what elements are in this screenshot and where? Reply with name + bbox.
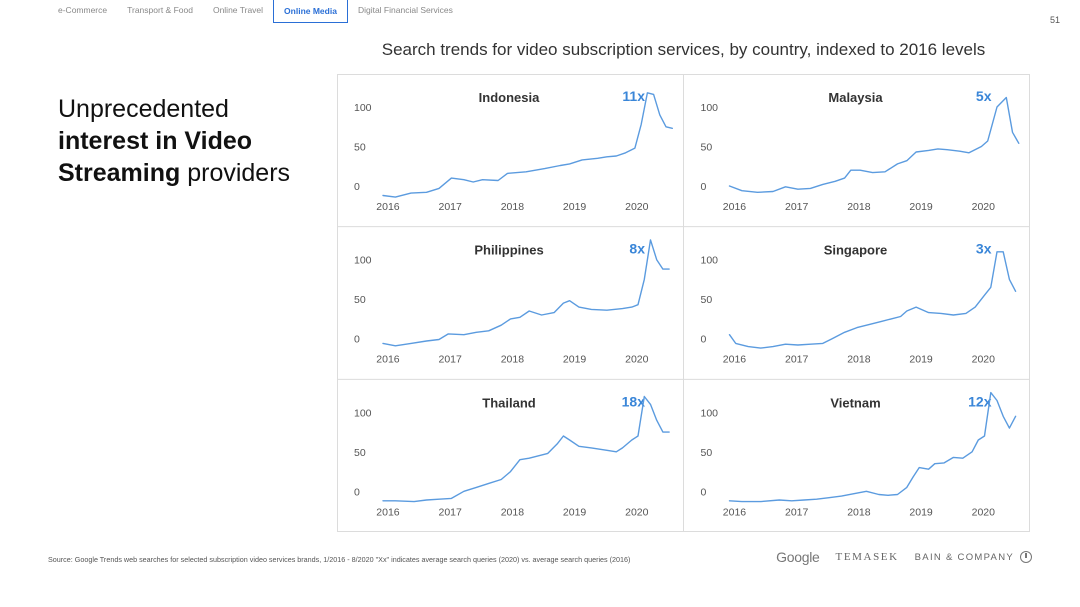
series-line-singapore	[728, 251, 1017, 349]
series-line-thailand	[382, 395, 670, 503]
x-tick-label: 2016	[723, 354, 747, 366]
y-tick-label: 50	[701, 447, 713, 459]
bain-mark-icon	[1020, 551, 1032, 563]
multiplier-label-malaysia: 5x	[976, 88, 992, 104]
nav-tab-online-media[interactable]: Online Media	[273, 0, 348, 23]
x-tick-label: 2019	[563, 506, 587, 518]
x-tick-label: 2016	[723, 201, 747, 213]
x-tick-label: 2018	[847, 506, 871, 518]
y-tick-label: 0	[701, 181, 707, 193]
nav-tab-online-travel[interactable]: Online Travel	[212, 5, 264, 15]
x-tick-label: 2017	[439, 201, 463, 213]
x-tick-label: 2019	[563, 201, 587, 213]
x-tick-label: 2016	[376, 201, 400, 213]
section-nav: e-Commerce Transport & Food Online Trave…	[48, 0, 463, 24]
multiplier-label-vietnam: 12x	[968, 393, 992, 409]
multiplier-label-thailand: 18x	[622, 393, 646, 409]
x-tick-label: 2019	[909, 506, 933, 518]
x-tick-label: 2017	[785, 506, 809, 518]
y-tick-label: 50	[701, 142, 713, 154]
multiplier-label-singapore: 3x	[976, 241, 992, 257]
x-tick-label: 2020	[972, 506, 996, 518]
panel-title-philippines: Philippines	[474, 243, 543, 258]
y-tick-label: 100	[701, 255, 719, 267]
x-tick-label: 2016	[376, 506, 400, 518]
google-logo: Google	[776, 549, 820, 565]
source-note: Source: Google Trends web searches for s…	[48, 555, 631, 564]
headline: Unprecedented interest in Video Streamin…	[58, 93, 328, 189]
panel-thailand: Thailand 18x 0 50 100 2016 2017 2018 2019 2020	[354, 393, 670, 518]
headline-line-3-bold: Streaming	[58, 159, 181, 187]
nav-tab-transport-food[interactable]: Transport & Food	[127, 5, 193, 15]
panel-title-vietnam: Vietnam	[830, 395, 880, 410]
x-tick-label: 2016	[376, 354, 400, 366]
x-tick-label: 2020	[625, 354, 649, 366]
y-tick-label: 100	[354, 407, 372, 419]
bain-logo: BAIN & COMPANY	[915, 551, 1032, 563]
y-tick-label: 0	[354, 486, 360, 498]
panel-title-malaysia: Malaysia	[828, 90, 883, 105]
panel-malaysia: Malaysia 5x 0 50 100 2016 2017 2018 2019 2020	[701, 88, 1020, 213]
y-tick-label: 50	[354, 294, 366, 306]
multiplier-label-philippines: 8x	[629, 241, 645, 257]
panel-vietnam: Vietnam 12x 0 50 100 2016 2017 2018 2019 2020	[701, 391, 1017, 518]
panel-title-thailand: Thailand	[482, 395, 536, 410]
x-tick-label: 2020	[972, 201, 996, 213]
headline-line-3-rest: providers	[180, 159, 291, 187]
nav-tab-ecommerce[interactable]: e-Commerce	[58, 5, 108, 15]
y-tick-label: 100	[701, 102, 719, 114]
x-tick-label: 2018	[847, 201, 871, 213]
y-tick-label: 0	[701, 334, 707, 346]
chart-title: Search trends for video subscription ser…	[381, 40, 986, 59]
multiplier-label-indonesia: 11x	[622, 88, 645, 104]
page-number: 51	[1049, 15, 1060, 25]
x-tick-label: 2017	[439, 354, 463, 366]
panel-philippines: Philippines 8x 0 50 100 2016 2017 2018 2019 2020	[354, 239, 670, 366]
series-line-malaysia	[728, 96, 1020, 194]
bain-logo-text: BAIN & COMPANY	[914, 551, 1014, 563]
series-line-philippines	[382, 239, 670, 347]
temasek-logo: TEMASEK	[835, 551, 899, 563]
y-tick-label: 50	[354, 142, 366, 154]
x-tick-label: 2017	[785, 201, 809, 213]
y-tick-label: 0	[701, 486, 707, 498]
x-tick-label: 2019	[909, 201, 933, 213]
headline-line-2: interest in Video	[58, 127, 253, 155]
x-tick-label: 2017	[439, 506, 463, 518]
y-tick-label: 50	[701, 294, 713, 306]
y-tick-label: 100	[701, 407, 719, 419]
panel-title-singapore: Singapore	[824, 243, 888, 258]
y-tick-label: 0	[354, 181, 360, 193]
x-tick-label: 2016	[723, 506, 747, 518]
x-tick-label: 2018	[501, 201, 525, 213]
x-tick-label: 2017	[785, 354, 809, 366]
x-tick-label: 2020	[625, 201, 649, 213]
series-line-indonesia	[382, 92, 673, 198]
nav-tab-digital-financial-services[interactable]: Digital Financial Services	[357, 5, 453, 15]
panel-indonesia: Indonesia 11x 0 50 100 2016 2017 2018 2019 2020	[354, 88, 673, 213]
y-tick-label: 100	[354, 255, 372, 267]
x-tick-label: 2018	[501, 506, 525, 518]
y-tick-label: 50	[354, 447, 366, 459]
x-tick-label: 2019	[909, 354, 933, 366]
series-line-vietnam	[728, 391, 1017, 503]
x-tick-label: 2020	[625, 506, 649, 518]
x-tick-label: 2020	[972, 354, 996, 366]
y-tick-label: 0	[354, 334, 360, 346]
x-tick-label: 2019	[563, 354, 587, 366]
x-tick-label: 2018	[501, 354, 525, 366]
logo-bar: Google TEMASEK BAIN & COMPANY	[776, 549, 1032, 565]
headline-line-1: Unprecedented	[58, 95, 229, 123]
panel-title-indonesia: Indonesia	[479, 90, 540, 105]
y-tick-label: 100	[354, 102, 372, 114]
x-tick-label: 2018	[847, 354, 871, 366]
panel-singapore: Singapore 3x 0 50 100 2016 2017 2018 2019 2020	[701, 241, 1017, 366]
